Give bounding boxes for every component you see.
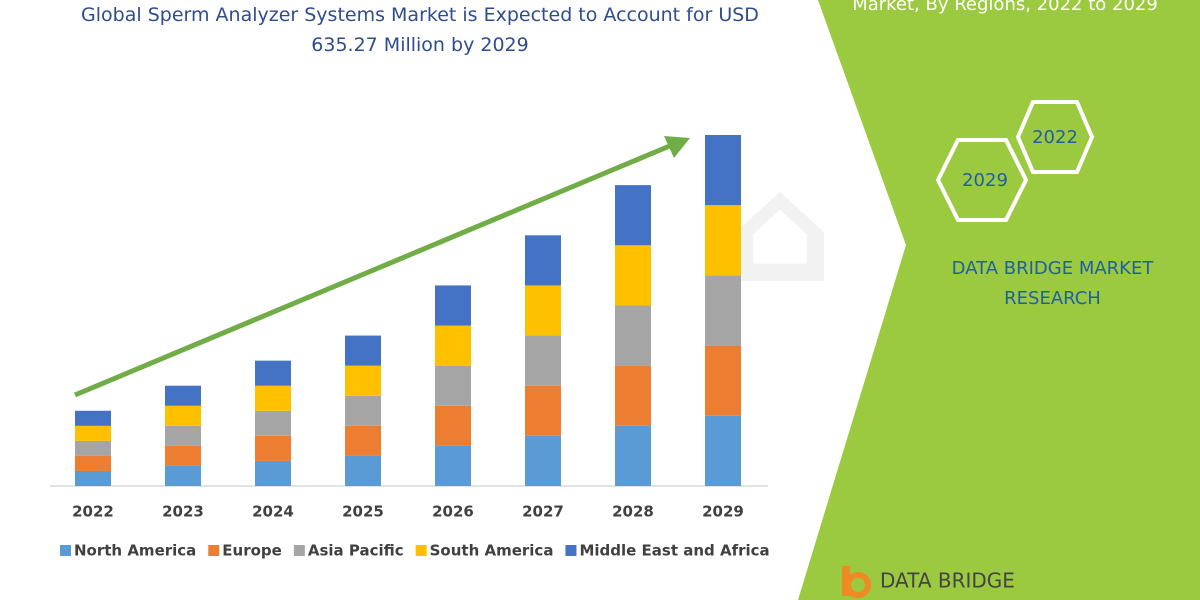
bar-segment <box>525 335 561 386</box>
legend-label: Europe <box>222 542 282 560</box>
x-tick-label: 2025 <box>342 503 384 521</box>
bar-segment <box>615 425 651 486</box>
bar-segment <box>165 405 201 426</box>
bar-segment <box>75 440 111 456</box>
bar-segment <box>615 245 651 306</box>
bar-segment <box>525 435 561 486</box>
bar-segment <box>435 405 471 446</box>
brand: DATA BRIDGE MARKET RESEARCH <box>951 258 1154 309</box>
hex-label: 2029 <box>962 170 1008 191</box>
watermark: ⌂ <box>726 143 833 317</box>
bar-segment <box>345 425 381 456</box>
hexagon <box>1015 100 1095 174</box>
bar-segment <box>255 385 291 411</box>
bar-segment <box>255 435 291 461</box>
logo-icon <box>845 572 871 598</box>
logo-text: DATA BRIDGE <box>880 569 1015 593</box>
bar-segment <box>165 445 201 466</box>
bar-segment <box>525 235 561 286</box>
x-tick-label: 2028 <box>612 503 654 521</box>
trend-arrow <box>74 142 673 398</box>
legend-label: South America <box>430 542 554 560</box>
bar-segment <box>75 455 111 471</box>
bar-segment <box>705 135 741 206</box>
bar-segment <box>255 360 291 386</box>
green-panel <box>798 0 1200 600</box>
bar-segment <box>615 305 651 366</box>
legend-swatch <box>208 545 220 556</box>
bar-segment <box>75 425 111 441</box>
bar-segment <box>165 385 201 406</box>
bar-segment <box>165 465 201 486</box>
panel-heading: Market, By Regions, 2022 to 2029 <box>852 0 1158 15</box>
bar-segment <box>75 470 111 486</box>
bar-segment <box>255 460 291 486</box>
bars <box>75 135 741 486</box>
bar-segment <box>165 425 201 446</box>
legend-label: Middle East and Africa <box>579 542 769 560</box>
bar-segment <box>615 365 651 426</box>
chart-title: Global Sperm Analyzer Systems Market is … <box>81 4 759 56</box>
bar-segment <box>435 445 471 486</box>
x-tick-label: 2027 <box>522 503 564 521</box>
bar-segment <box>345 365 381 396</box>
hex-label: 2022 <box>1032 127 1078 148</box>
trend-arrow-head <box>664 136 690 158</box>
hexagon <box>935 138 1029 222</box>
bar-segment <box>705 205 741 276</box>
bar-segment <box>75 410 111 426</box>
bar-segment <box>345 335 381 366</box>
legend-swatch <box>293 545 305 556</box>
bar-segment <box>345 395 381 426</box>
bar-segment <box>435 285 471 326</box>
bar-segment <box>435 365 471 406</box>
legend-swatch <box>565 545 577 556</box>
x-tick-label: 2022 <box>72 503 114 521</box>
legend-swatch <box>60 545 71 556</box>
bar-segment <box>435 325 471 366</box>
bar-segment <box>525 385 561 436</box>
bar-segment <box>525 285 561 336</box>
x-tick-label: 2026 <box>432 503 474 521</box>
bar-segment <box>615 185 651 246</box>
legend-label: North America <box>74 542 196 560</box>
legend-label: Asia Pacific <box>308 542 404 560</box>
bar-segment <box>705 275 741 346</box>
bar-segment <box>345 455 381 486</box>
x-tick-label: 2023 <box>162 503 204 521</box>
x-tick-label: 2029 <box>702 503 744 521</box>
bar-segment <box>705 345 741 416</box>
x-tick-label: 2024 <box>252 503 294 521</box>
bar-segment <box>255 410 291 436</box>
legend-swatch <box>415 545 427 556</box>
bar-segment <box>705 415 741 486</box>
